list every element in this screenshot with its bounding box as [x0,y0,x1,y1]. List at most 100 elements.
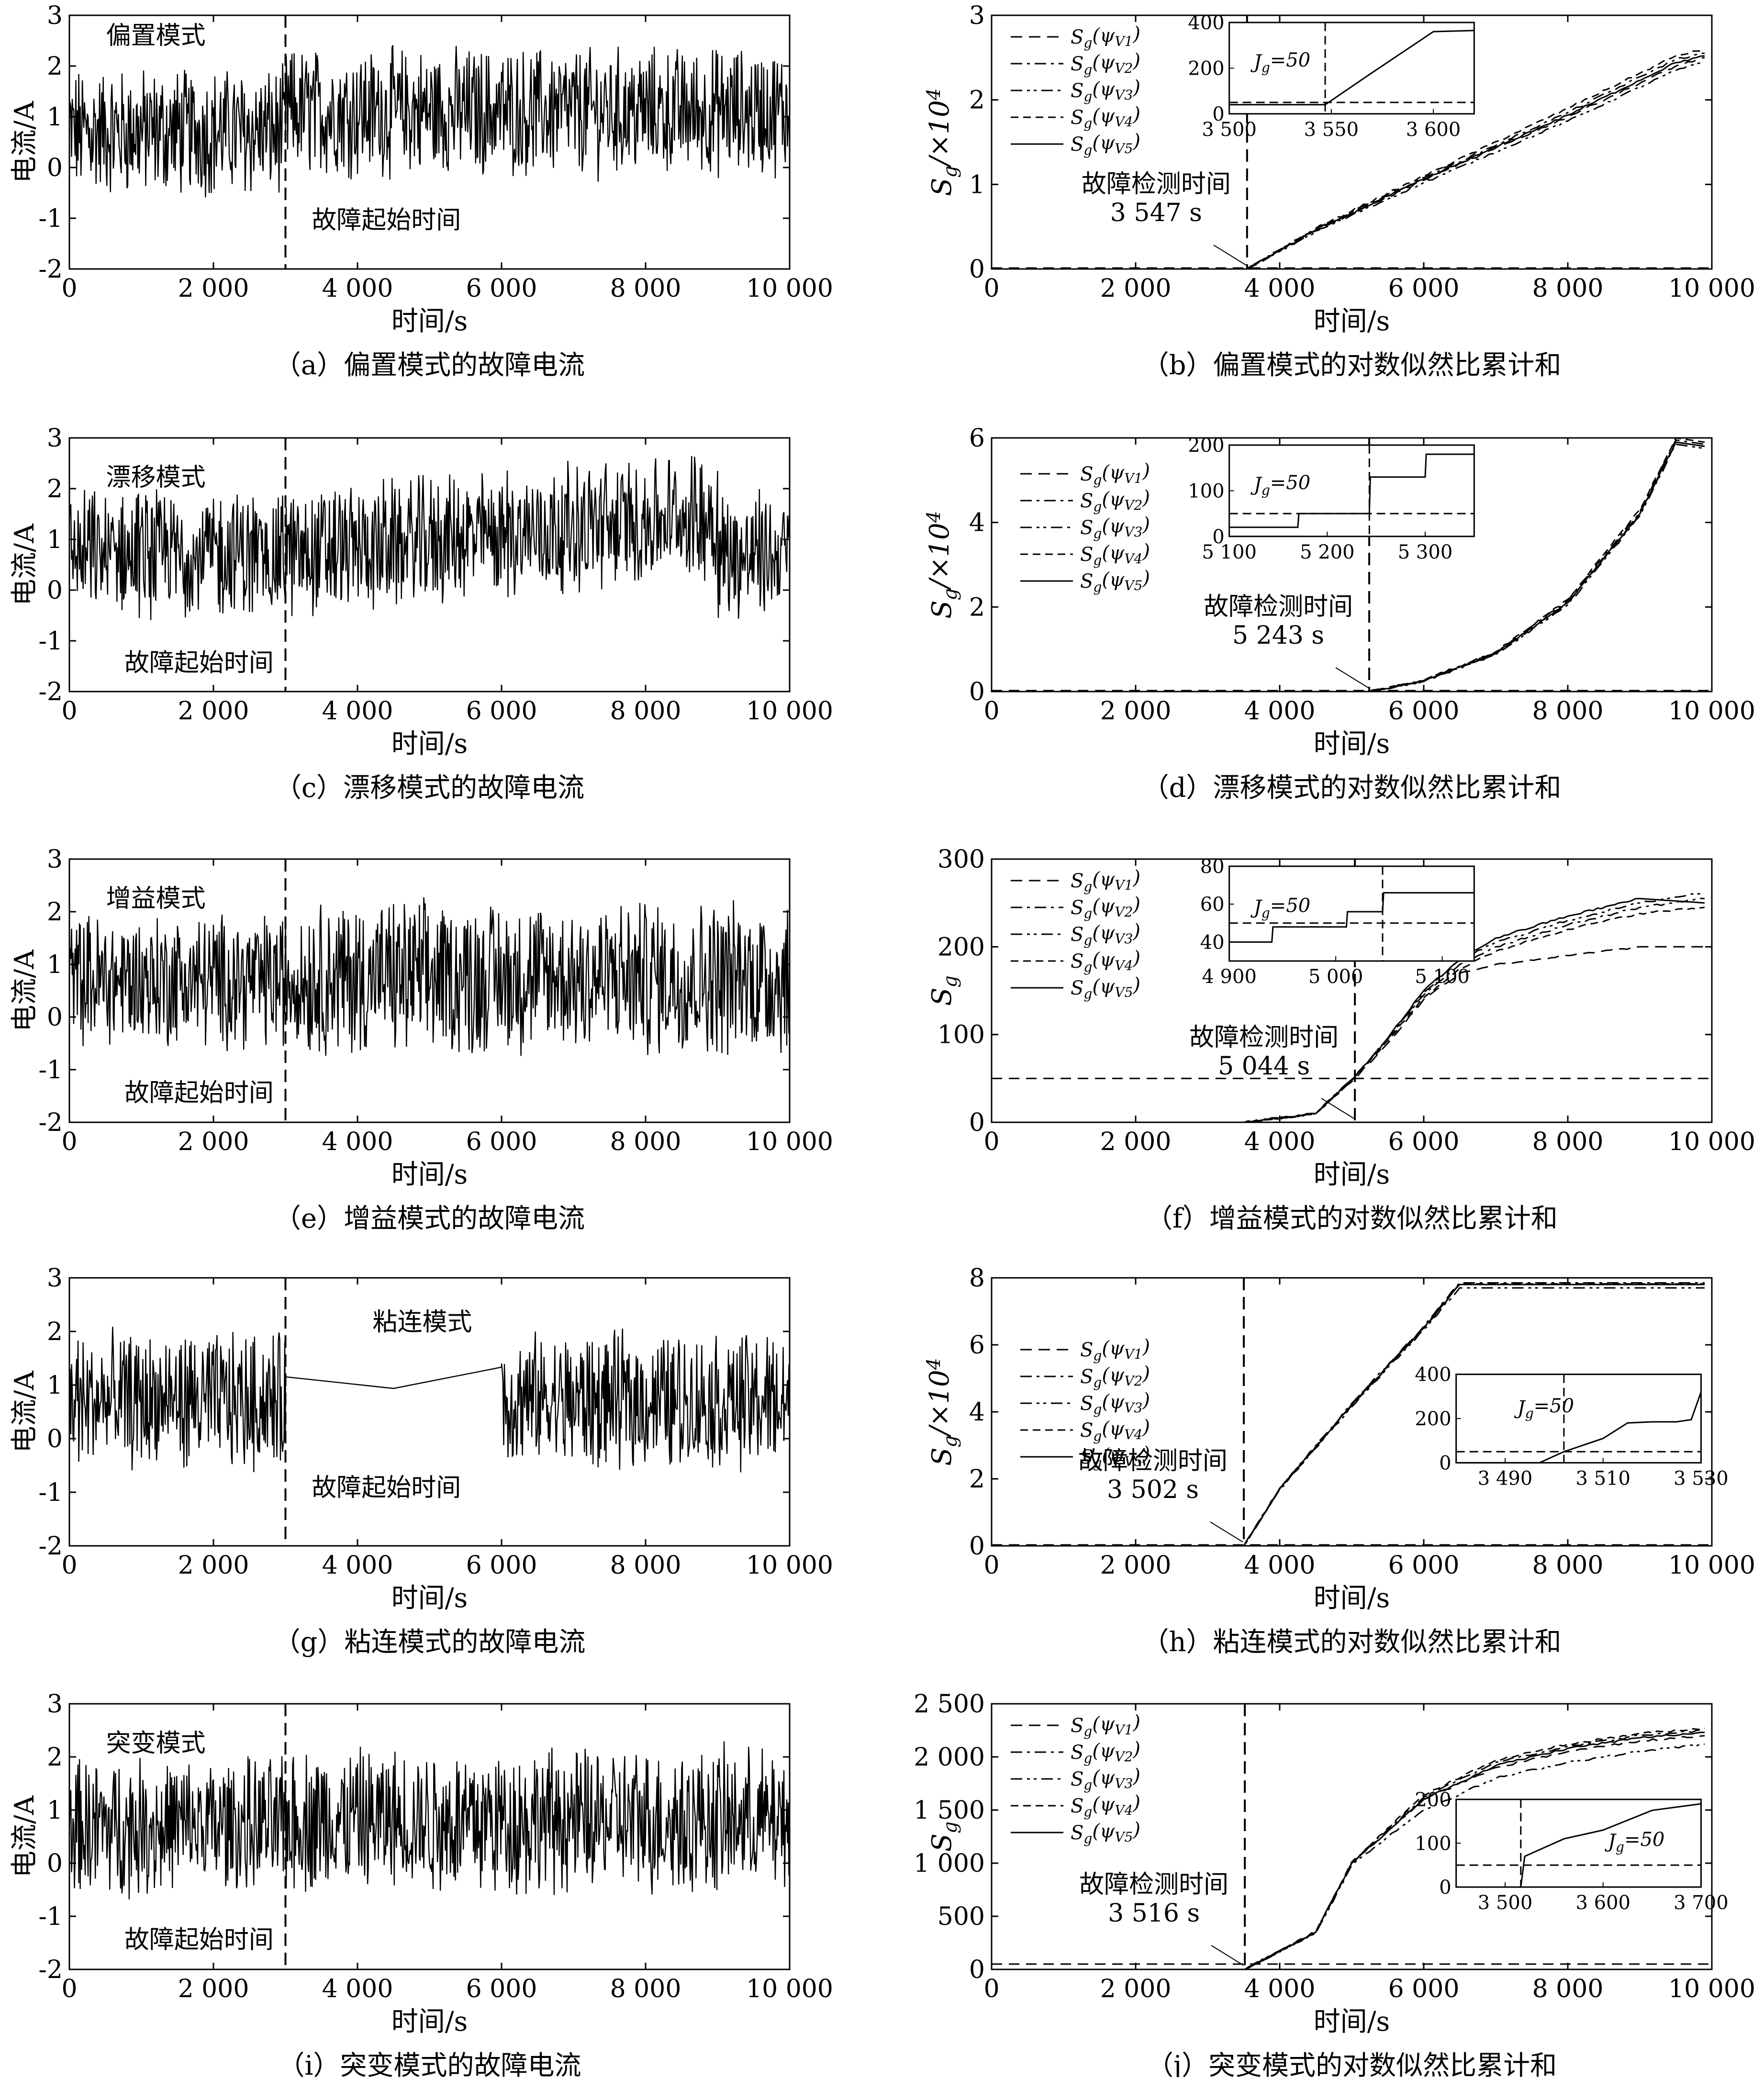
inset-y-tick-label: 400 [1188,12,1224,34]
current-series [68,1741,791,1900]
x-tick-label: 4 000 [1244,1551,1316,1580]
panel-caption: （a）偏置模式的故障电流 [274,350,585,381]
y-tick-label: 1 500 [914,1796,985,1825]
y-tick-label: 0 [47,154,63,182]
y-tick-label: 2 [47,52,63,81]
mode-label: 粘连模式 [372,1308,472,1337]
y-axis-label: 电流/A [9,101,40,183]
detect-time: 5 044 s [1218,1052,1310,1081]
y-tick-label: 2 000 [914,1743,985,1772]
legend-label-2: Sg(ψV2) [1071,894,1140,922]
series-line-3 [992,1743,1705,1970]
x-tick-label: 2 000 [178,697,249,726]
inset-x-tick-label: 3 600 [1406,119,1461,141]
y-tick-label: 2 [47,1743,63,1772]
x-tick-label: 8 000 [610,697,681,726]
panel-a: 0 2 000 4 000 6 000 8 000 10 000 -2 -1 0 1 2 3 时间/s 电… [9,1,833,381]
x-tick-label: 8 000 [1532,1975,1604,2003]
inset-x-tick-label: 5 100 [1415,966,1470,988]
inset-frame [1228,865,1475,962]
inset-y-tick-label: 200 [1415,1789,1451,1811]
panel-b: 0 2 000 4 000 6 000 8 000 10 000 0 1 2 3 时间/s Sg/×1… [923,1,1755,381]
inset-x-tick-label: 3 500 [1202,119,1257,141]
threshold-label: Jg=50 [1605,1829,1664,1855]
y-tick-label: 3 [47,1690,63,1719]
panel-e: 0 2 000 4 000 6 000 8 000 10 000 -2 -1 0 1 2 3 时间/s 电… [9,845,833,1234]
legend-label-4: Sg(ψV4) [1080,540,1150,569]
legend-label-2: Sg(ψV2) [1071,50,1140,78]
panel-caption: （c）漂移模式的故障电流 [275,772,584,804]
inset-x-tick-label: 3 550 [1304,119,1359,141]
series-line-3 [992,892,1705,1123]
inset-x-tick-label: 5 000 [1308,966,1363,988]
x-tick-label: 6 000 [1388,274,1460,303]
detect-time: 3 547 s [1110,199,1202,227]
x-tick-label: 2 000 [1100,1975,1172,2003]
y-tick-label: 2 [969,593,985,622]
y-tick-label: 1 [47,950,63,979]
legend-label-1: Sg(ψV1) [1080,460,1150,488]
x-axis-label: 时间/s [1314,1583,1390,1614]
y-tick-label: -2 [38,1108,63,1137]
panel-caption: （j）突变模式的对数似然比累计和 [1147,2050,1557,2077]
axes-frame [991,14,1713,270]
inset-y-tick-label: 400 [1415,1364,1451,1386]
x-tick-label: 10 000 [746,274,833,303]
panel-d: 0 2 000 4 000 6 000 8 000 10 000 0 2 4 6 时间/s Sg/×1… [923,424,1755,804]
legend-label-1: Sg(ψV1) [1071,1711,1140,1740]
y-tick-label: -2 [38,678,63,706]
x-tick-label: 8 000 [1532,697,1604,726]
legend-label-5: Sg(ψV5) [1071,974,1140,1002]
detect-leader [1321,1098,1354,1119]
panel-caption: （i）突变模式的故障电流 [278,2050,581,2077]
series-line-5 [992,897,1705,1123]
series-line-5 [992,55,1705,270]
fault-label: 故障起始时间 [124,1926,274,1955]
x-axis-label: 时间/s [1314,2006,1390,2037]
inset-y-tick-label: 0 [1212,526,1224,548]
legend-label-3: Sg(ψV3) [1071,920,1140,949]
x-tick-label: 0 [983,274,999,303]
y-axis-label: Sg/×104 [923,511,961,618]
x-tick-label: 10 000 [1668,697,1755,726]
y-tick-label: 0 [47,1003,63,1032]
x-tick-label: 10 000 [1668,1975,1755,2003]
series-line-5 [992,1284,1705,1547]
x-tick-label: 10 000 [746,697,833,726]
y-tick-label: 2 [47,898,63,927]
y-axis-label: 电流/A [9,950,40,1032]
inset-x-tick-label: 5 200 [1300,541,1355,563]
x-tick-label: 2 000 [178,1551,249,1580]
legend-label-3: Sg(ψV3) [1080,514,1150,542]
x-tick-label: 6 000 [1388,1128,1460,1156]
panel-g: 0 2 000 4 000 6 000 8 000 10 000 -2 -1 0 1 2 3 时间/s 电… [9,1264,833,1658]
x-axis-label: 时间/s [1314,728,1390,760]
panel-caption: （d）漂移模式的对数似然比累计和 [1142,772,1562,804]
x-tick-label: 6 000 [466,1975,537,2003]
current-series [68,45,791,198]
y-axis-label: 电流/A [9,524,40,606]
mode-label: 增益模式 [106,884,206,913]
legend-label-4: Sg(ψV4) [1071,103,1140,132]
inset-y-tick-label: 0 [1439,1877,1451,1899]
x-tick-label: 6 000 [466,697,537,726]
y-tick-label: 0 [969,255,985,284]
y-tick-label: -2 [38,1532,63,1561]
mode-label: 突变模式 [106,1729,206,1758]
current-series [68,1327,791,1473]
detect-label: 故障检测时间 [1079,1870,1228,1899]
threshold-label: Jg=50 [1250,472,1310,498]
y-tick-label: 2 [47,1318,63,1346]
y-axis-label: 电流/A [9,1795,40,1878]
detect-label: 故障检测时间 [1189,1023,1339,1052]
x-tick-label: 2 000 [178,274,249,303]
x-tick-label: 0 [61,274,77,303]
inset-y-tick-label: 40 [1200,931,1225,953]
legend-label-4: Sg(ψV4) [1071,947,1140,975]
legend-label-1: Sg(ψV1) [1071,867,1140,895]
y-tick-label: -1 [38,1056,63,1084]
detect-time: 5 243 s [1232,621,1324,650]
legend-label-3: Sg(ψV3) [1071,77,1140,105]
x-tick-label: 8 000 [1532,1551,1604,1580]
fault-label: 故障起始时间 [124,1079,274,1107]
